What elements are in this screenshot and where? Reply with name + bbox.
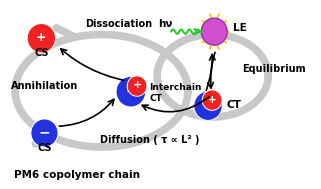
Text: Annihilation: Annihilation: [11, 81, 78, 91]
Text: −: −: [125, 84, 137, 98]
Ellipse shape: [194, 91, 222, 120]
Ellipse shape: [116, 76, 146, 107]
Ellipse shape: [127, 76, 147, 96]
Text: hν: hν: [158, 19, 172, 29]
Text: Diffusion ( τ ∝ L² ): Diffusion ( τ ∝ L² ): [100, 136, 199, 146]
Text: +: +: [133, 81, 142, 91]
Text: +: +: [208, 94, 216, 105]
Text: −: −: [39, 125, 50, 139]
Text: +: +: [36, 31, 47, 44]
Text: CT: CT: [227, 100, 241, 110]
Text: PM6 copolymer chain: PM6 copolymer chain: [14, 170, 140, 180]
Text: CS: CS: [37, 143, 52, 153]
Text: Interchain: Interchain: [149, 83, 202, 92]
Text: CS: CS: [34, 48, 48, 58]
Text: Dissociation: Dissociation: [85, 19, 152, 29]
Text: −: −: [203, 98, 213, 111]
Text: Equilibrium: Equilibrium: [242, 64, 306, 74]
Ellipse shape: [202, 90, 222, 110]
Ellipse shape: [31, 119, 58, 147]
Text: CT: CT: [149, 94, 162, 103]
Ellipse shape: [27, 24, 56, 53]
Text: LE: LE: [233, 23, 247, 33]
Ellipse shape: [201, 18, 227, 45]
